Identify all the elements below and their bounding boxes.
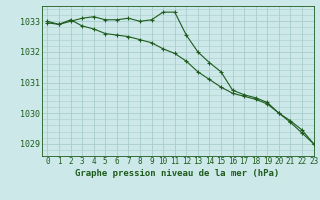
X-axis label: Graphe pression niveau de la mer (hPa): Graphe pression niveau de la mer (hPa)	[76, 169, 280, 178]
